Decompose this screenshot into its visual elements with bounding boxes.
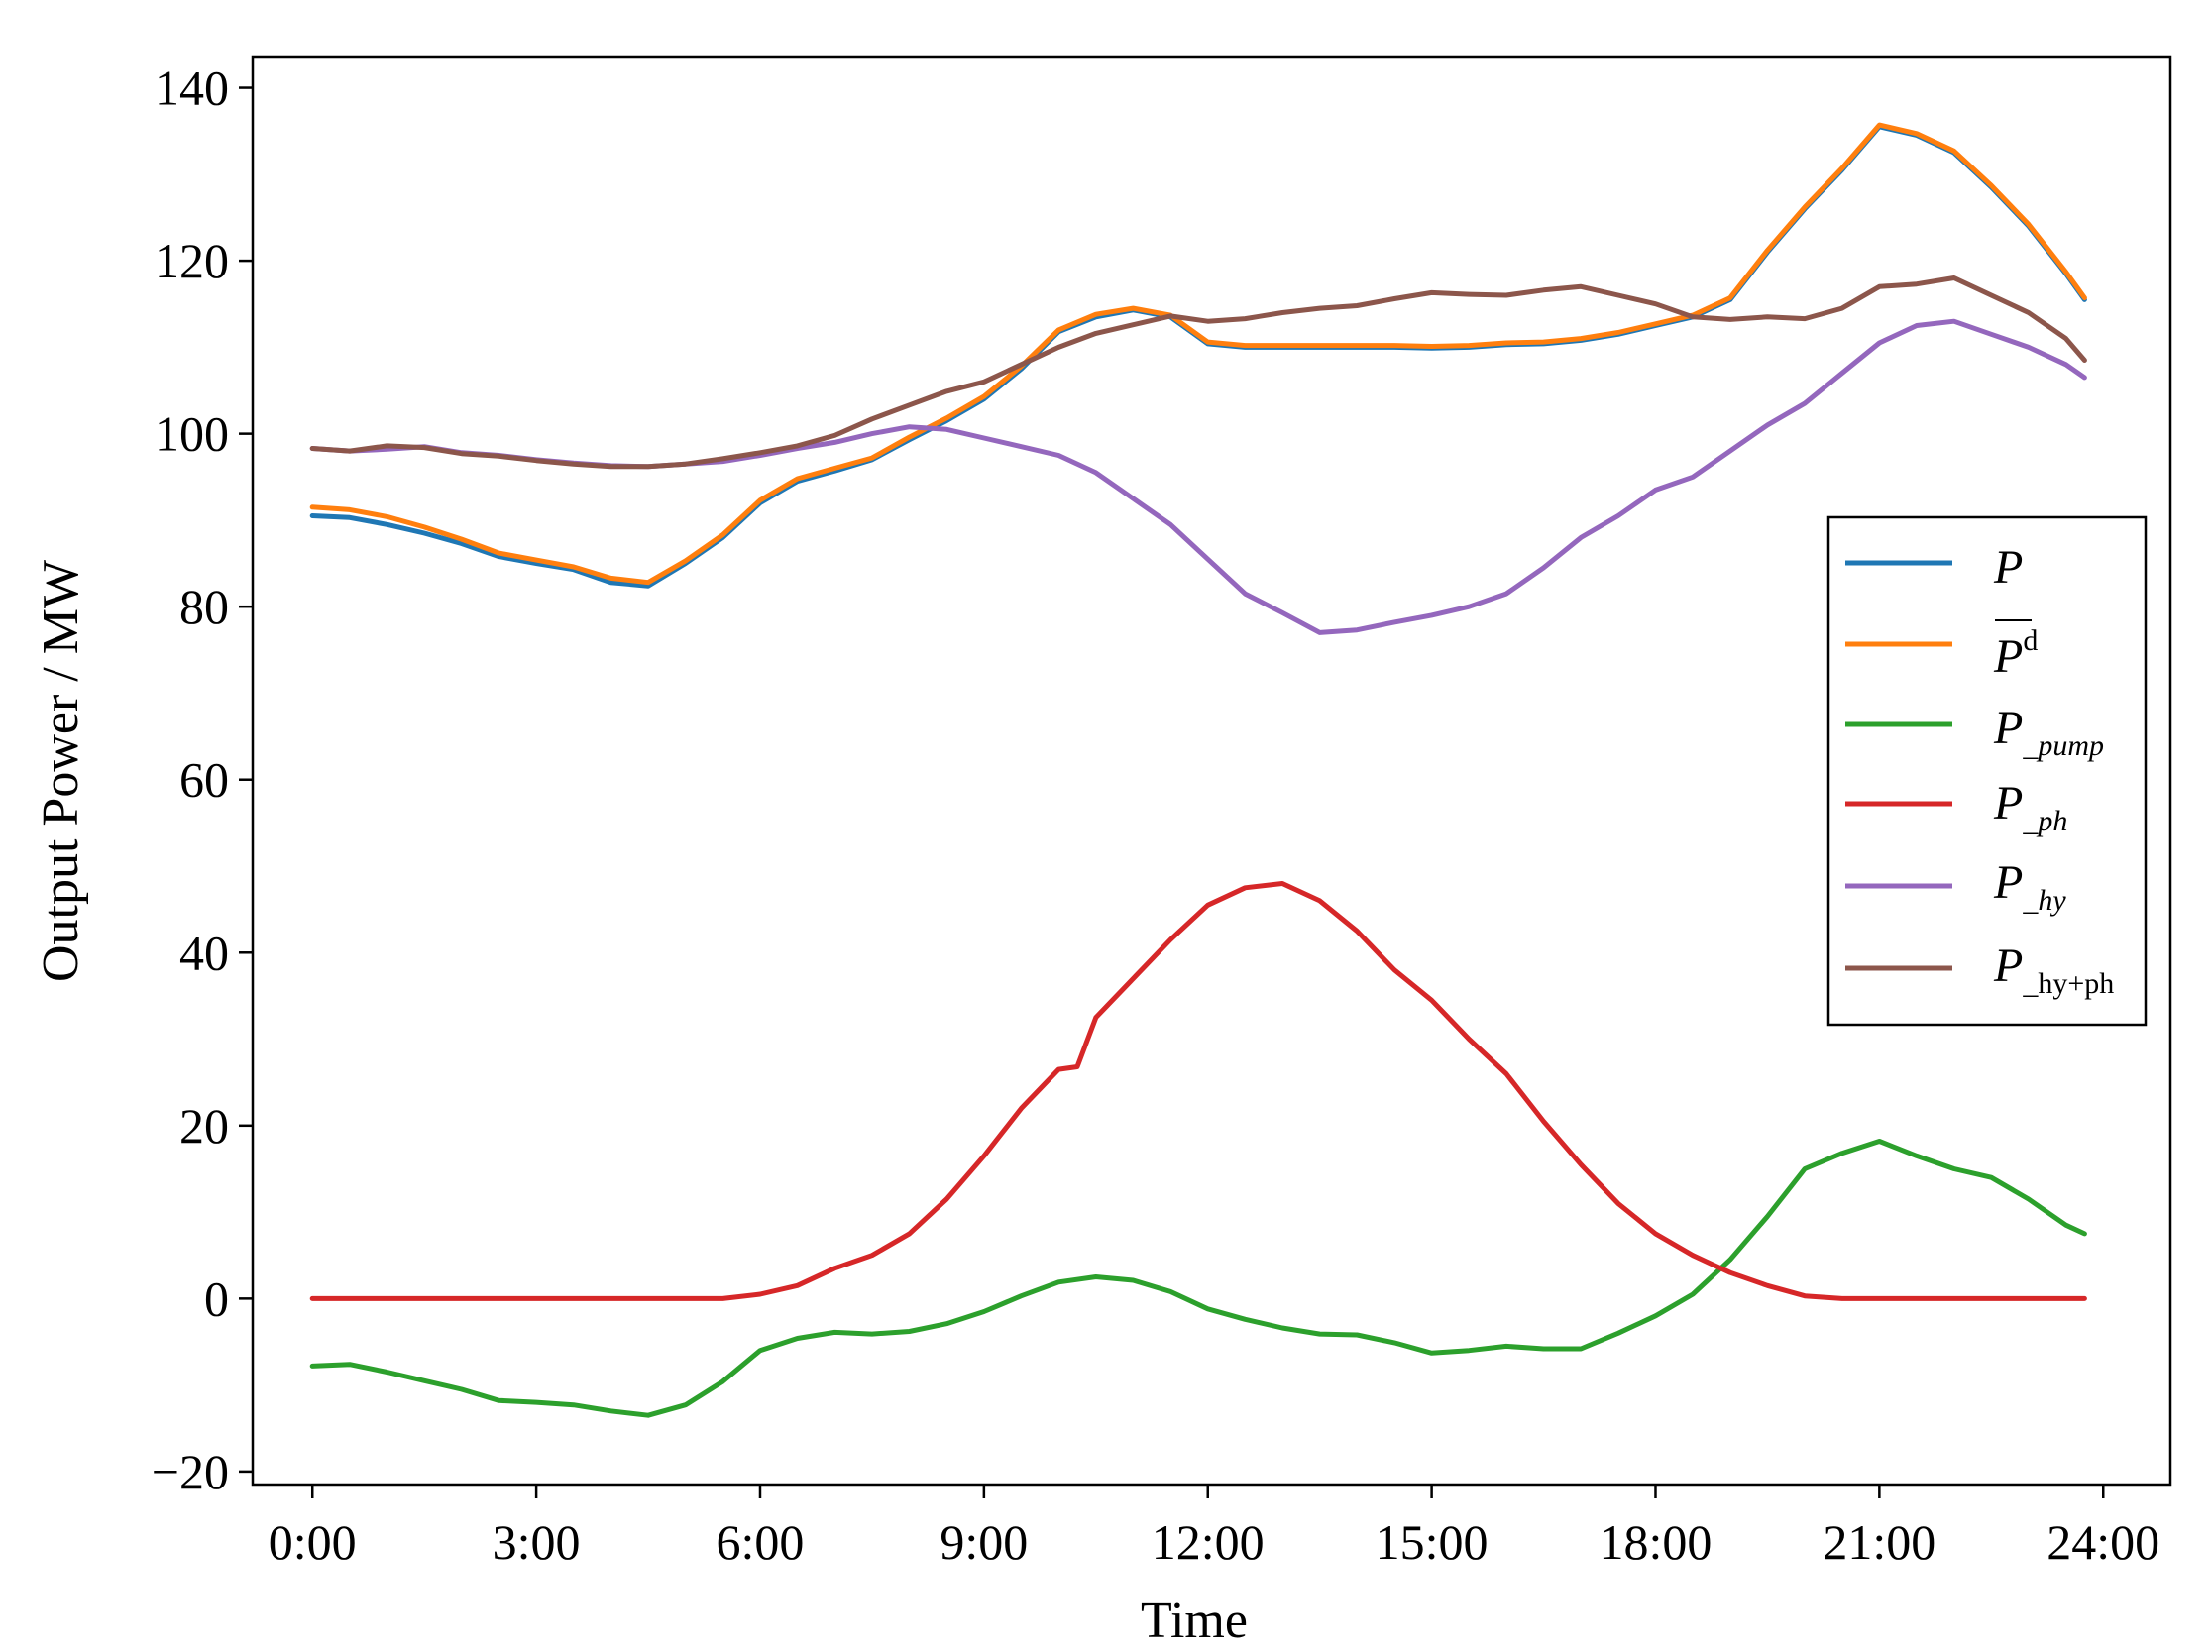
y-tick-label: 100 <box>155 406 229 462</box>
y-tick-label: 120 <box>155 233 229 288</box>
y-tick-label: −20 <box>152 1444 229 1499</box>
series-line-p-ph <box>309 881 2087 1301</box>
x-tick-label: 24:00 <box>2046 1514 2159 1570</box>
legend: P Pd P_pump P_ph P_hy P_hy+ph <box>1826 515 2148 1027</box>
x-tick-label: 9:00 <box>940 1514 1028 1570</box>
y-tick-label: 20 <box>179 1098 229 1154</box>
series-line-p-hy-ph <box>309 275 2087 470</box>
plot-frame <box>251 55 2172 1487</box>
y-tick-label: 60 <box>179 752 229 808</box>
legend-box <box>1826 515 2148 1027</box>
y-axis-ticks: −20 0 20 40 60 80 100 120 140 <box>152 60 253 1499</box>
y-tick-label: 40 <box>179 925 229 980</box>
x-tick-label: 6:00 <box>717 1514 805 1570</box>
x-tick-label: 18:00 <box>1600 1514 1713 1570</box>
x-tick-label: 0:00 <box>269 1514 357 1570</box>
y-tick-label: 140 <box>155 60 229 116</box>
y-tick-label: 80 <box>179 579 229 634</box>
x-tick-label: 12:00 <box>1152 1514 1265 1570</box>
legend-label-p: P <box>1993 541 2023 594</box>
y-tick-label: 0 <box>204 1270 229 1326</box>
x-tick-label: 15:00 <box>1376 1514 1489 1570</box>
x-axis-label: Time <box>1141 1593 1248 1649</box>
series-line-p-pump <box>309 1139 2087 1418</box>
series-line-p-d <box>309 122 2087 586</box>
x-axis-ticks: 0:00 3:00 6:00 9:00 12:00 15:00 18:00 21:00 24:0… <box>269 1485 2159 1570</box>
x-tick-label: 3:00 <box>493 1514 581 1570</box>
x-tick-label: 21:00 <box>1823 1514 1936 1570</box>
y-axis-label: Output Power / MW <box>33 560 89 982</box>
series-lines <box>309 122 2087 1418</box>
